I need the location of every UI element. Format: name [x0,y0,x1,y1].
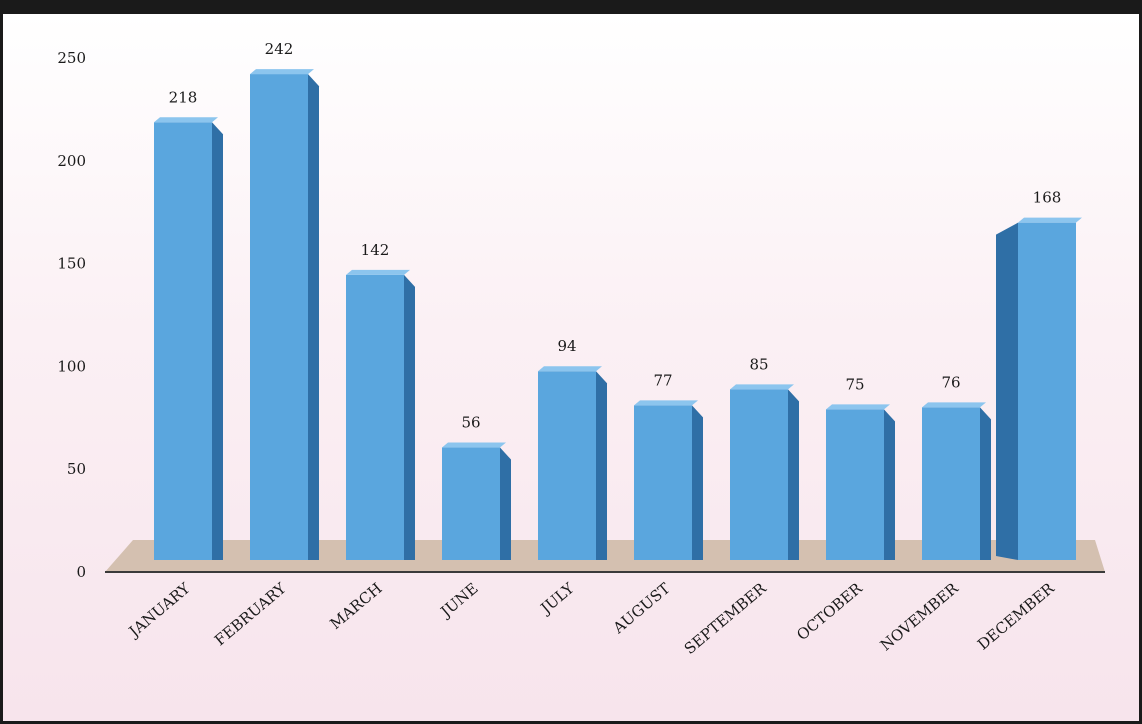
bar-side [884,409,895,560]
bar-top [442,442,506,448]
value-label: 56 [461,414,480,432]
value-label: 85 [749,355,768,373]
y-tick-label: 100 [57,357,86,375]
category-label: DECEMBER [974,579,1058,654]
category-label: AUGUST [609,579,674,637]
y-tick-label: 200 [57,152,86,170]
value-label: 76 [941,373,960,391]
category-label: SEPTEMBER [681,579,770,658]
bar-side [788,389,799,560]
bar-top [250,69,314,75]
value-label: 75 [845,375,864,393]
bar-side [212,122,223,561]
bar [922,402,991,560]
value-label: 77 [653,371,672,389]
category-label: JANUARY [124,579,194,642]
bar [996,217,1082,560]
y-tick-label: 250 [57,49,86,67]
bar-top [826,404,890,410]
category-label: NOVEMBER [877,579,962,655]
bar-chart: 0 50 100 150 200 250 218 242 142 56 94 77 85 75 76 168… [57,40,1105,658]
category-label: JULY [536,579,579,619]
value-label: 94 [557,337,576,355]
bar [634,400,703,560]
y-tick-label: 50 [67,460,86,478]
bar-front [154,122,212,561]
bar-side [500,447,511,560]
category-label: FEBRUARY [211,579,290,650]
bar-side [596,371,607,560]
bar-top [634,400,698,406]
bar-side [980,407,991,560]
bar [538,366,607,560]
value-label: 242 [265,40,294,58]
bar-front [634,405,692,560]
y-tick-label: 0 [76,563,86,581]
bar [730,384,799,560]
y-tick-label: 150 [57,255,86,273]
bar-top [538,366,602,372]
bar-front [250,74,308,560]
bar-side [692,405,703,560]
bar-front [538,371,596,560]
value-label: 218 [169,88,198,106]
bar-front [730,389,788,560]
bar-side [996,222,1018,560]
bar-front [922,407,980,560]
bar-top [346,269,410,275]
bar-front [442,447,500,560]
bar-side [404,274,415,560]
bar-front [346,274,404,560]
bar [826,404,895,560]
bar-side [308,74,319,560]
bar [154,117,223,561]
bar-front [1018,222,1076,560]
value-label: 168 [1033,189,1062,207]
bar-top [730,384,794,390]
value-label: 142 [361,241,390,259]
bar-front [826,409,884,560]
bar-top [1018,217,1082,223]
category-label: JUNE [436,579,482,622]
bar [346,269,415,560]
bar-top [154,117,218,123]
category-label: MARCH [326,579,385,633]
bar [250,69,319,560]
bar [442,442,511,560]
category-label: OCTOBER [793,579,866,644]
bar-top [922,402,986,408]
